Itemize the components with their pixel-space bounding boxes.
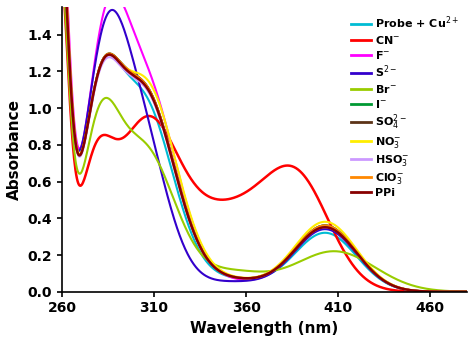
- F$^{-}$: [329, 227, 335, 231]
- Y-axis label: Absorbance: Absorbance: [7, 99, 22, 200]
- HSO$_3^{-}$: [298, 241, 303, 245]
- HSO$_3^{-}$: [131, 75, 137, 80]
- I$^{-}$: [464, 290, 470, 294]
- ClO$_3^{-}$: [464, 290, 470, 294]
- CN$^{-}$: [242, 190, 248, 194]
- X-axis label: Wavelength (nm): Wavelength (nm): [191, 321, 338, 336]
- S$^{2-}$: [364, 264, 370, 268]
- HSO$_3^{-}$: [242, 276, 248, 280]
- PPi: [242, 276, 248, 280]
- ClO$_3^{-}$: [242, 276, 248, 280]
- Probe + Cu$^{2+}$: [464, 290, 470, 294]
- NO$_3^{-}$: [163, 123, 169, 127]
- I$^{-}$: [298, 240, 303, 244]
- F$^{-}$: [131, 29, 137, 33]
- Probe + Cu$^{2+}$: [163, 147, 169, 152]
- ClO$_3^{-}$: [298, 240, 303, 244]
- Probe + Cu$^{2+}$: [131, 78, 137, 82]
- Line: PPi: PPi: [62, 0, 467, 292]
- HSO$_3^{-}$: [464, 290, 470, 294]
- S$^{2-}$: [242, 279, 248, 283]
- Legend: Probe + Cu$^{2+}$, CN$^{-}$, F$^{-}$, S$^{2-}$, Br$^{-}$, I$^{-}$, SO$_4^{2-}$, : Probe + Cu$^{2+}$, CN$^{-}$, F$^{-}$, S$…: [348, 12, 462, 201]
- F$^{-}$: [163, 123, 169, 127]
- NO$_3^{-}$: [364, 261, 370, 265]
- Br$^{-}$: [131, 130, 137, 134]
- I$^{-}$: [364, 262, 370, 267]
- Probe + Cu$^{2+}$: [364, 265, 370, 270]
- Line: NO$_3^{-}$: NO$_3^{-}$: [62, 0, 467, 292]
- CN$^{-}$: [329, 227, 335, 231]
- Br$^{-}$: [298, 259, 303, 263]
- PPi: [329, 227, 335, 231]
- Probe + Cu$^{2+}$: [329, 232, 335, 236]
- ClO$_3^{-}$: [329, 225, 335, 229]
- CN$^{-}$: [298, 170, 303, 174]
- F$^{-}$: [464, 290, 470, 294]
- I$^{-}$: [163, 134, 169, 138]
- PPi: [163, 135, 169, 140]
- SO$_4^{2-}$: [464, 290, 470, 294]
- HSO$_3^{-}$: [163, 137, 169, 141]
- NO$_3^{-}$: [131, 70, 137, 74]
- NO$_3^{-}$: [329, 222, 335, 226]
- Line: ClO$_3^{-}$: ClO$_3^{-}$: [62, 0, 467, 292]
- Line: S$^{2-}$: S$^{2-}$: [62, 0, 467, 292]
- S$^{2-}$: [163, 189, 169, 193]
- ClO$_3^{-}$: [163, 134, 169, 138]
- F$^{-}$: [364, 263, 370, 267]
- CN$^{-}$: [464, 290, 470, 294]
- Line: I$^{-}$: I$^{-}$: [62, 0, 467, 292]
- Br$^{-}$: [329, 249, 335, 253]
- F$^{-}$: [242, 277, 248, 282]
- PPi: [364, 263, 370, 267]
- Line: HSO$_3^{-}$: HSO$_3^{-}$: [62, 0, 467, 292]
- Line: Br$^{-}$: Br$^{-}$: [62, 0, 467, 292]
- Br$^{-}$: [464, 289, 470, 294]
- Br$^{-}$: [163, 178, 169, 182]
- SO$_4^{2-}$: [298, 240, 303, 244]
- PPi: [464, 290, 470, 294]
- I$^{-}$: [242, 276, 248, 280]
- S$^{2-}$: [464, 290, 470, 294]
- NO$_3^{-}$: [242, 276, 248, 280]
- Probe + Cu$^{2+}$: [298, 245, 303, 249]
- Line: F$^{-}$: F$^{-}$: [62, 0, 467, 292]
- HSO$_3^{-}$: [364, 263, 370, 267]
- F$^{-}$: [298, 241, 303, 246]
- CN$^{-}$: [364, 278, 370, 282]
- Br$^{-}$: [364, 260, 370, 264]
- NO$_3^{-}$: [298, 237, 303, 241]
- PPi: [131, 73, 137, 78]
- HSO$_3^{-}$: [329, 227, 335, 231]
- SO$_4^{2-}$: [364, 262, 370, 267]
- CN$^{-}$: [131, 125, 137, 129]
- S$^{2-}$: [329, 229, 335, 233]
- ClO$_3^{-}$: [131, 72, 137, 76]
- NO$_3^{-}$: [464, 290, 470, 294]
- ClO$_3^{-}$: [364, 262, 370, 267]
- I$^{-}$: [131, 72, 137, 76]
- Line: Probe + Cu$^{2+}$: Probe + Cu$^{2+}$: [62, 0, 467, 292]
- CN$^{-}$: [163, 131, 169, 135]
- I$^{-}$: [329, 225, 335, 229]
- SO$_4^{2-}$: [242, 276, 248, 280]
- S$^{2-}$: [298, 243, 303, 247]
- Line: CN$^{-}$: CN$^{-}$: [62, 0, 467, 292]
- PPi: [298, 241, 303, 245]
- SO$_4^{2-}$: [163, 134, 169, 138]
- S$^{2-}$: [131, 60, 137, 64]
- SO$_4^{2-}$: [329, 225, 335, 229]
- Probe + Cu$^{2+}$: [242, 276, 248, 281]
- Line: SO$_4^{2-}$: SO$_4^{2-}$: [62, 0, 467, 292]
- Br$^{-}$: [242, 269, 248, 273]
- SO$_4^{2-}$: [131, 72, 137, 76]
